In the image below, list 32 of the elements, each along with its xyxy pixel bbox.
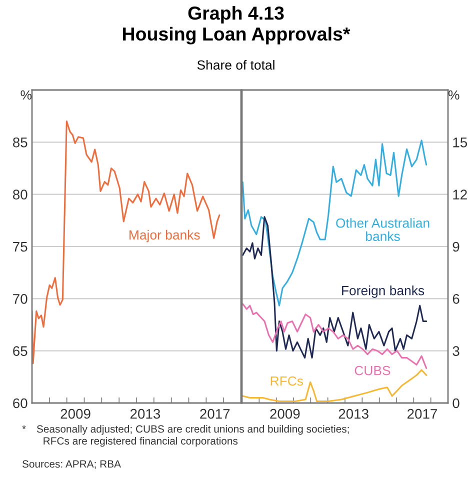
series-label: Major banks [130, 230, 200, 242]
line-series [242, 216, 428, 359]
y-tick-label: 85 [12, 138, 28, 148]
x-tick-label: 2017 [408, 408, 438, 419]
chart-title: Graph 4.13 Housing Loan Approvals* [123, 6, 350, 44]
series-label: Foreign banks [342, 286, 424, 298]
y-tick-label: 70 [13, 294, 28, 304]
y-tick-label: 80 [12, 190, 28, 200]
x-tick-label: 2009 [270, 408, 300, 419]
series-label: Other Australian banks [336, 218, 430, 242]
y-axis-title: % [448, 90, 460, 100]
series-label: RFCs [270, 376, 304, 386]
line-series [242, 140, 428, 306]
y-tick-label: 60 [13, 398, 28, 408]
y-tick-label: 0 [452, 398, 460, 408]
source-note: Sources: APRA; RBA [22, 460, 121, 469]
y-tick-label: 75 [13, 242, 28, 252]
y-tick-label: 12 [453, 190, 467, 200]
y-tick-label: 65 [13, 346, 28, 356]
x-tick-label: 2013 [130, 408, 160, 419]
y-tick-label: 6 [452, 294, 460, 304]
series-label: CUBS [354, 366, 390, 376]
line-series [32, 120, 220, 364]
text: * Seasonally adjusted; CUBS are credit unions and building societies; RFCs are registered financial corporations [22, 425, 349, 447]
chart-subtitle: Share of total [197, 60, 274, 70]
y-tick-label: 3 [452, 346, 460, 356]
y-axis-title: % [20, 90, 32, 100]
y-tick-label: 9 [452, 242, 460, 252]
y-tick-label: 15 [453, 138, 468, 148]
x-tick-label: 2013 [338, 408, 368, 419]
x-tick-label: 2017 [200, 408, 230, 419]
x-tick-label: 2009 [60, 408, 90, 419]
